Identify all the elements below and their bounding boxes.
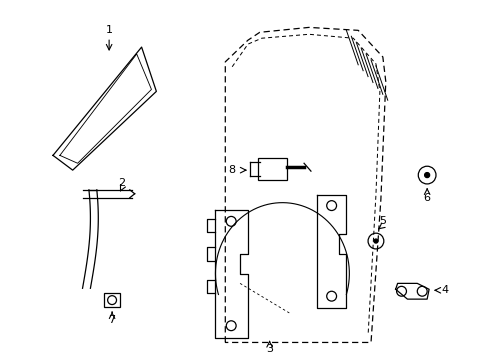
Bar — [104, 293, 120, 307]
Text: 5: 5 — [379, 216, 386, 226]
Text: 6: 6 — [423, 193, 430, 203]
Bar — [257, 158, 287, 180]
Text: 2: 2 — [118, 178, 125, 188]
Circle shape — [373, 239, 377, 243]
Text: 8: 8 — [228, 165, 235, 175]
Circle shape — [424, 172, 429, 177]
Text: 1: 1 — [105, 25, 112, 35]
Text: 4: 4 — [440, 285, 447, 295]
Text: 3: 3 — [265, 345, 272, 354]
Text: 7: 7 — [108, 315, 115, 325]
